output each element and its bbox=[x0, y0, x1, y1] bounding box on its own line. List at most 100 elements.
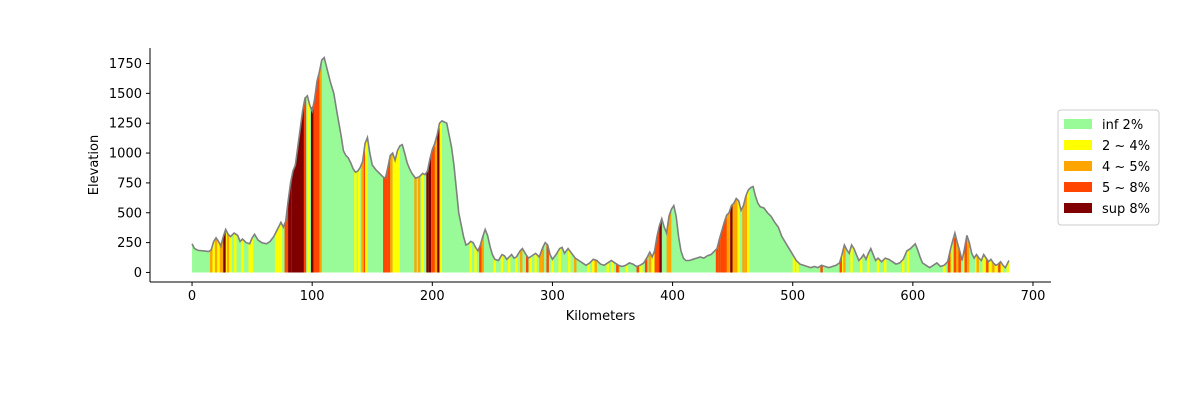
y-axis-ticks: 0 250 500 750 1000 1250 1500 1750 bbox=[109, 57, 150, 281]
grade-segment bbox=[212, 239, 215, 273]
grade-segment bbox=[357, 167, 361, 273]
grade-segment bbox=[625, 263, 629, 273]
grade-segment bbox=[568, 248, 571, 273]
legend-label: sup 8% bbox=[1102, 202, 1150, 217]
grade-segment bbox=[546, 243, 549, 273]
grade-segment bbox=[241, 240, 244, 273]
grade-segment bbox=[428, 154, 432, 273]
grade-segment bbox=[1006, 260, 1009, 273]
grade-segment bbox=[534, 254, 537, 273]
grade-segment bbox=[395, 150, 398, 273]
grade-segment bbox=[426, 165, 429, 273]
grade-segment bbox=[594, 259, 597, 273]
x-tick-label: 100 bbox=[300, 289, 325, 304]
x-tick-label: 300 bbox=[540, 289, 565, 304]
grade-segment bbox=[723, 218, 726, 273]
legend-swatch bbox=[1064, 182, 1092, 192]
grade-segment bbox=[654, 236, 657, 273]
grade-segment bbox=[715, 243, 719, 273]
grade-segment bbox=[876, 259, 880, 273]
grade-segment bbox=[437, 123, 440, 273]
grade-segment bbox=[248, 240, 251, 273]
grade-segment bbox=[284, 210, 287, 273]
grade-segment bbox=[953, 237, 957, 273]
grade-segment bbox=[1000, 261, 1003, 273]
grade-segment bbox=[884, 258, 887, 273]
grade-segment bbox=[365, 137, 368, 273]
grade-segment bbox=[434, 135, 438, 273]
grade-segment bbox=[747, 188, 750, 273]
grade-segment bbox=[392, 153, 396, 273]
grade-segment bbox=[966, 235, 970, 273]
grade-segment bbox=[611, 260, 614, 273]
legend-swatch bbox=[1064, 203, 1092, 213]
legend-label: 4 ~ 5% bbox=[1102, 160, 1150, 175]
legend-swatch bbox=[1064, 119, 1092, 129]
grade-segment bbox=[744, 193, 748, 273]
grade-segments bbox=[210, 59, 1009, 273]
grade-segment bbox=[479, 240, 482, 273]
grade-segment bbox=[431, 146, 434, 273]
grade-segment bbox=[229, 235, 232, 273]
grade-segment bbox=[421, 173, 424, 273]
grade-segment bbox=[606, 262, 609, 273]
grade-segment bbox=[859, 256, 863, 273]
grade-segment bbox=[720, 226, 724, 273]
legend-label: 2 ~ 4% bbox=[1102, 139, 1150, 154]
y-tick-label: 1750 bbox=[109, 57, 142, 72]
grade-segment bbox=[226, 231, 230, 273]
y-tick-label: 250 bbox=[117, 236, 142, 251]
x-tick-label: 600 bbox=[900, 289, 925, 304]
grade-segment bbox=[742, 200, 745, 273]
grade-segment bbox=[397, 145, 400, 273]
grade-segment bbox=[958, 246, 961, 273]
grade-segment bbox=[223, 229, 226, 273]
grade-segment bbox=[500, 255, 504, 273]
grade-segment bbox=[414, 176, 417, 273]
legend-label: inf 2% bbox=[1102, 118, 1143, 133]
y-tick-label: 750 bbox=[117, 176, 142, 191]
legend-entries: inf 2% 2 ~ 4% 4 ~ 5% 5 ~ 8% sup 8% bbox=[1064, 118, 1150, 217]
axes: 0 100 200 300 400 500 600 700 0 250 500 750 1000 125… bbox=[87, 48, 1051, 324]
grade-segment bbox=[994, 264, 997, 273]
grade-segment bbox=[820, 265, 823, 273]
grade-segment bbox=[850, 246, 853, 273]
grade-segment bbox=[526, 254, 529, 273]
grade-segment bbox=[390, 153, 393, 273]
grade-segment bbox=[616, 263, 619, 273]
grade-segment bbox=[520, 248, 523, 273]
grade-segment bbox=[587, 262, 590, 273]
grade-segment bbox=[234, 233, 237, 273]
x-axis-title: Kilometers bbox=[566, 309, 636, 324]
legend-label: 5 ~ 8% bbox=[1102, 181, 1150, 196]
grade-segment bbox=[964, 235, 967, 273]
grade-segment bbox=[279, 224, 283, 273]
grade-segment bbox=[906, 249, 910, 273]
grade-segment bbox=[515, 254, 518, 273]
x-tick-label: 0 bbox=[188, 289, 196, 304]
grade-segment bbox=[592, 259, 595, 273]
y-tick-label: 1500 bbox=[109, 87, 142, 102]
grade-segment bbox=[250, 236, 254, 273]
x-tick-label: 200 bbox=[420, 289, 445, 304]
x-tick-label: 500 bbox=[780, 289, 805, 304]
y-tick-label: 1000 bbox=[109, 147, 142, 162]
grade-segment bbox=[976, 254, 979, 273]
x-tick-label: 700 bbox=[1021, 289, 1046, 304]
y-tick-label: 500 bbox=[117, 206, 142, 221]
x-tick-label: 400 bbox=[660, 289, 685, 304]
grade-segment bbox=[493, 256, 496, 273]
legend-swatch bbox=[1064, 140, 1092, 150]
grade-segment bbox=[303, 96, 307, 273]
grade-segment bbox=[474, 244, 477, 273]
grade-segment bbox=[417, 175, 421, 273]
grade-segment bbox=[507, 255, 511, 273]
grade-segment bbox=[636, 265, 639, 273]
grade-segment bbox=[385, 167, 388, 273]
legend-frame bbox=[1057, 109, 1160, 226]
grade-segment bbox=[319, 59, 322, 273]
grade-segment bbox=[354, 170, 357, 273]
x-axis-ticks: 0 100 200 300 400 500 600 700 bbox=[188, 282, 1045, 304]
grade-segment bbox=[732, 200, 736, 273]
grade-segment bbox=[843, 247, 846, 273]
